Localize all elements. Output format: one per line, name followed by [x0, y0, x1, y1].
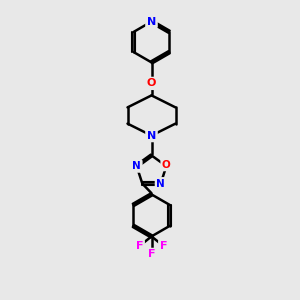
Text: F: F [160, 241, 167, 251]
Text: F: F [136, 241, 143, 251]
Text: O: O [147, 78, 156, 88]
Text: N: N [147, 130, 156, 141]
Text: F: F [148, 249, 155, 260]
Text: N: N [132, 161, 141, 171]
Text: N: N [147, 16, 156, 27]
Text: O: O [162, 160, 171, 170]
Text: N: N [156, 178, 165, 189]
